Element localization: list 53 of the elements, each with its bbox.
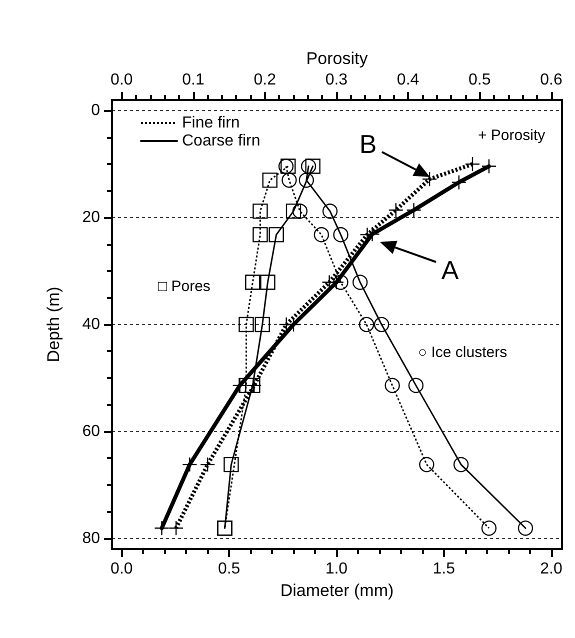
x-axis-title: Diameter (mm) <box>280 580 394 600</box>
point <box>481 520 497 536</box>
point <box>305 158 320 174</box>
point <box>358 316 374 332</box>
annotation: + Porosity <box>478 127 546 144</box>
point <box>518 520 534 536</box>
point <box>282 172 297 188</box>
y-tick-label: 40 <box>82 316 100 333</box>
point <box>333 227 348 242</box>
x2-tick-label: 0.1 <box>182 72 204 88</box>
y-tick-label: 80 <box>82 530 100 547</box>
point <box>322 204 338 219</box>
annotation: B <box>359 129 377 159</box>
y-tick-label: 20 <box>82 209 100 226</box>
point <box>384 378 400 394</box>
x2-tick-label: 0.2 <box>254 72 276 88</box>
x2-tick-label: 0.4 <box>396 72 420 88</box>
point <box>314 227 330 242</box>
x-tick-label: 0.5 <box>218 560 240 578</box>
point <box>419 456 434 472</box>
legend-label: Fine firn <box>182 114 240 132</box>
x2-axis-title: Porosity <box>306 49 368 68</box>
point <box>408 378 424 394</box>
y-tick-label: 60 <box>82 422 100 440</box>
x-tick-label: 0.0 <box>110 560 133 578</box>
point <box>453 456 469 472</box>
annotation: A <box>441 255 460 285</box>
x2-tick-label: 0.3 <box>325 72 348 88</box>
point <box>252 227 268 242</box>
annotation: □ Pores <box>158 278 210 295</box>
point <box>352 274 368 290</box>
x-tick-label: 1.5 <box>432 560 456 578</box>
point <box>238 316 254 332</box>
point <box>286 204 302 219</box>
x2-tick-label: 0.6 <box>540 72 562 88</box>
point <box>254 316 270 332</box>
point <box>262 172 278 188</box>
point <box>298 172 314 188</box>
point <box>292 204 308 219</box>
x2-tick-label: 0.0 <box>110 72 133 88</box>
x-tick-label: 2.0 <box>540 560 562 578</box>
x2-tick-label: 0.5 <box>468 72 491 88</box>
point <box>268 227 284 242</box>
legend-label: Coarse firn <box>182 132 260 150</box>
y-tick-label: 0 <box>91 102 100 120</box>
point <box>252 204 268 219</box>
point <box>224 456 239 472</box>
y-axis-title: Depth (m) <box>44 286 63 362</box>
x-tick-label: 1.0 <box>325 560 348 578</box>
point <box>245 274 260 290</box>
annotation: ○ Ice clusters <box>418 344 508 361</box>
point <box>374 316 390 332</box>
point <box>260 274 276 290</box>
